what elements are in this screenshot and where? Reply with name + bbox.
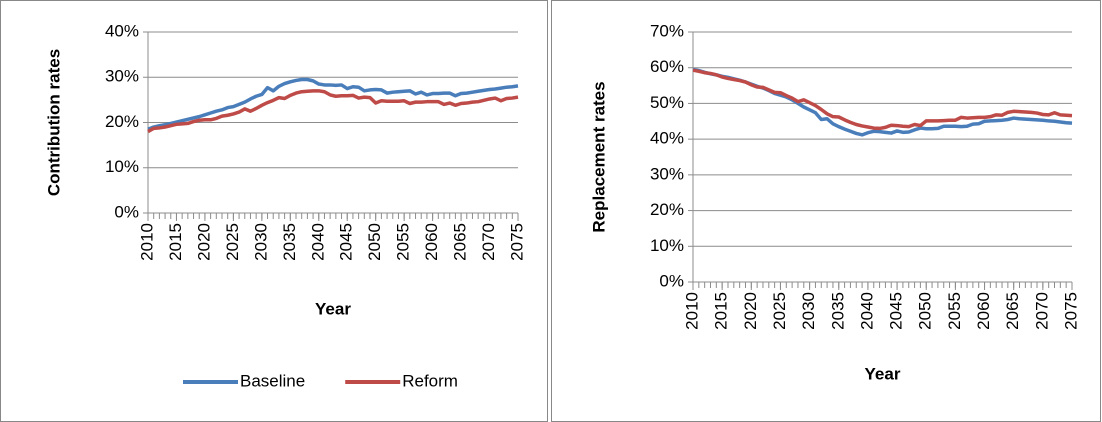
x-tick-label: 2060	[974, 292, 993, 330]
x-tick-label: 2065	[1003, 292, 1022, 330]
left-panel	[0, 0, 548, 422]
x-tick-label: 2035	[280, 223, 299, 261]
x-tick-label: 2015	[712, 292, 731, 330]
x-tick-label: 2015	[166, 223, 185, 261]
x-tick-label: 2020	[741, 292, 760, 330]
x-tick-label: 2070	[1032, 292, 1051, 330]
x-tick-label: 2030	[799, 292, 818, 330]
x-axis-label: Year	[865, 364, 901, 383]
y-tick-label: 70%	[650, 21, 684, 40]
x-tick-label: 2075	[1061, 292, 1080, 330]
series-line	[692, 68, 1073, 131]
series-line	[147, 77, 519, 131]
y-tick-label: 60%	[650, 57, 684, 76]
y-tick-label: 10%	[650, 236, 684, 255]
y-tick-label: 10%	[105, 157, 139, 176]
x-tick-label: 2020	[194, 223, 213, 261]
x-tick-label: 2065	[451, 223, 470, 261]
x-tick-label: 2070	[479, 223, 498, 261]
y-tick-label: 30%	[650, 164, 684, 183]
x-tick-label: 2010	[137, 223, 156, 261]
x-tick-label: 2010	[682, 292, 701, 330]
x-tick-label: 2075	[507, 223, 526, 261]
x-tick-label: 2025	[770, 292, 789, 330]
x-tick-label: 2025	[223, 223, 242, 261]
legend-label: Baseline	[240, 371, 305, 390]
x-tick-label: 2045	[887, 292, 906, 330]
y-tick-label: 20%	[650, 200, 684, 219]
legend-label: Reform	[402, 371, 458, 390]
x-tick-label: 2040	[308, 223, 327, 261]
y-tick-label: 30%	[105, 67, 139, 86]
y-tick-label: 20%	[105, 112, 139, 131]
y-axis-label: Contribution rates	[44, 49, 63, 196]
y-tick-label: 0%	[114, 202, 139, 221]
x-tick-label: 2040	[857, 292, 876, 330]
y-tick-label: 40%	[650, 129, 684, 148]
x-tick-label: 2050	[916, 292, 935, 330]
y-tick-label: 40%	[105, 21, 139, 40]
x-tick-label: 2055	[394, 223, 413, 261]
x-tick-label: 2035	[828, 292, 847, 330]
x-tick-label: 2045	[337, 223, 356, 261]
x-tick-label: 2060	[422, 223, 441, 261]
y-tick-label: 50%	[650, 93, 684, 112]
y-axis-label: Replacement rates	[589, 81, 608, 232]
x-tick-label: 2030	[251, 223, 270, 261]
y-tick-label: 0%	[659, 271, 684, 290]
x-tick-label: 2050	[365, 223, 384, 261]
series-line	[147, 89, 519, 134]
x-axis-label: Year	[315, 299, 351, 318]
x-tick-label: 2055	[945, 292, 964, 330]
